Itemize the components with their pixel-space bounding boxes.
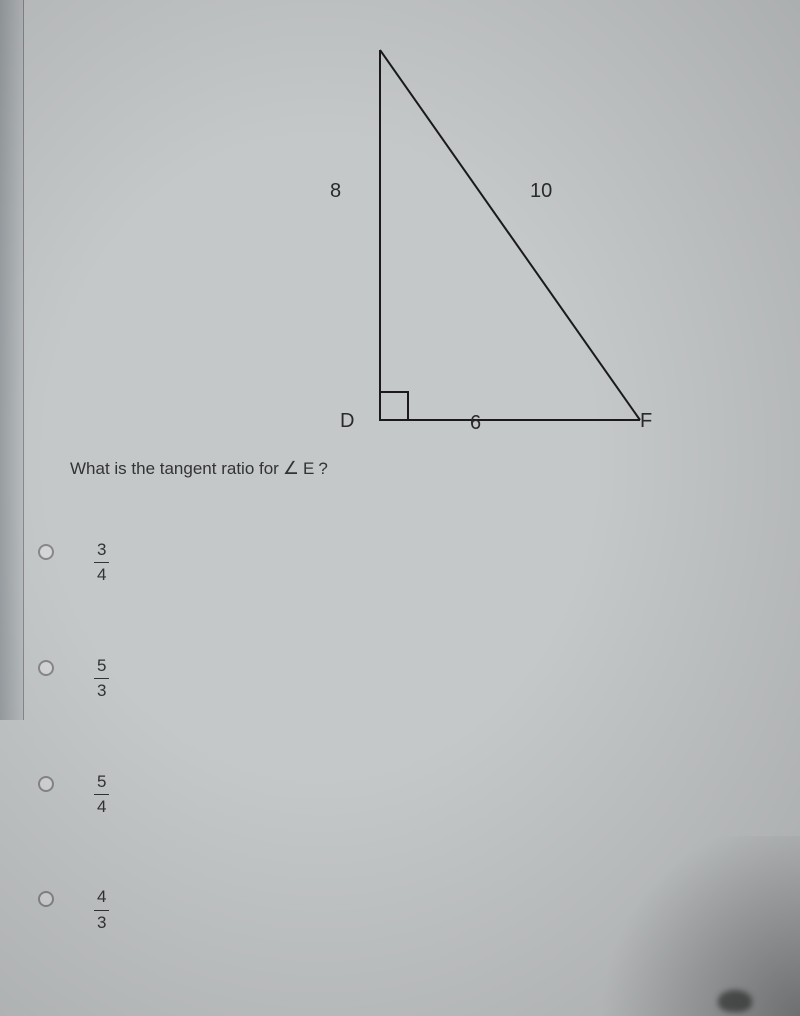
side-label-10: 10: [530, 180, 552, 203]
side-label-6: 6: [470, 412, 481, 435]
vertex-label-D: D: [340, 410, 354, 433]
radio-button[interactable]: [38, 544, 54, 560]
fraction-denominator: 3: [94, 911, 109, 933]
fraction-denominator: 4: [94, 563, 109, 585]
answer-options: 3 4 5 3 5 4 4 3: [38, 540, 109, 1003]
side-label-8: 8: [330, 180, 341, 203]
fraction-denominator: 3: [94, 679, 109, 701]
fraction-numerator: 4: [94, 887, 109, 910]
fraction-numerator: 3: [94, 540, 109, 563]
question-suffix: ?: [318, 459, 327, 479]
fraction-option: 3 4: [94, 540, 109, 586]
photo-dark-corner: [580, 836, 800, 1016]
vertex-label-F: F: [640, 410, 652, 433]
option-2[interactable]: 5 3: [38, 656, 109, 702]
triangle-svg: [280, 20, 700, 440]
option-1[interactable]: 3 4: [38, 540, 109, 586]
fraction-option: 4 3: [94, 887, 109, 933]
radio-button[interactable]: [38, 660, 54, 676]
angle-symbol: ∠: [283, 458, 299, 479]
fraction-numerator: 5: [94, 772, 109, 795]
triangle-side-hypotenuse: [380, 50, 640, 420]
fraction-denominator: 4: [94, 795, 109, 817]
triangle-diagram: [280, 20, 700, 440]
photo-smudge: [718, 990, 752, 1012]
right-angle-marker: [380, 392, 408, 420]
question-text: What is the tangent ratio for ∠E?: [70, 458, 328, 479]
fraction-option: 5 3: [94, 656, 109, 702]
radio-button[interactable]: [38, 776, 54, 792]
left-edge-strip: [0, 0, 24, 720]
radio-button[interactable]: [38, 891, 54, 907]
fraction-numerator: 5: [94, 656, 109, 679]
option-3[interactable]: 5 4: [38, 772, 109, 818]
question-angle-label: E: [303, 459, 314, 479]
fraction-option: 5 4: [94, 772, 109, 818]
question-prefix: What is the tangent ratio for: [70, 459, 279, 479]
option-4[interactable]: 4 3: [38, 887, 109, 933]
